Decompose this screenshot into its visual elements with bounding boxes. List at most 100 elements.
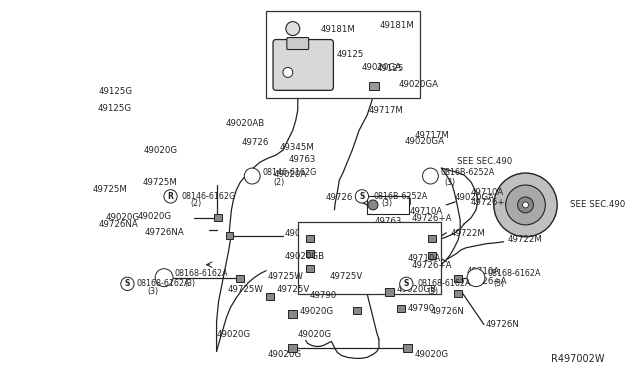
Text: 49726+A: 49726+A [412,214,452,223]
Text: 49726+A: 49726+A [412,261,452,270]
Text: (2): (2) [191,199,202,208]
Text: S: S [125,279,130,288]
Circle shape [283,67,293,77]
Text: 49710A: 49710A [466,267,499,276]
Text: 49125: 49125 [377,64,404,73]
Text: 49722M: 49722M [508,235,543,244]
Text: 08168-6162A: 08168-6162A [418,279,471,288]
Bar [428,252,436,259]
Bar [403,344,412,352]
Text: (3): (3) [148,287,159,296]
Circle shape [399,277,413,291]
Text: S: S [404,279,409,288]
Text: S: S [162,273,166,282]
Text: 49020A: 49020A [273,170,307,179]
Text: 49020GB: 49020GB [397,285,437,294]
Text: 49710A: 49710A [410,207,443,216]
Text: 49726+A: 49726+A [471,198,511,208]
Bar [288,344,297,352]
Text: (3): (3) [427,287,438,296]
Circle shape [121,277,134,291]
Text: 49125G: 49125G [99,87,133,96]
Bar [227,232,234,239]
Circle shape [422,168,438,184]
Text: 49725W: 49725W [228,285,264,294]
Text: 49726NA: 49726NA [99,221,139,230]
Circle shape [467,269,485,286]
Text: 49020G: 49020G [268,350,302,359]
Text: 08146-6162G: 08146-6162G [181,192,236,201]
Text: 49717M: 49717M [415,131,449,140]
Text: 08168-6162A: 08168-6162A [488,269,541,278]
Text: 49020GA: 49020GA [405,137,445,146]
Text: 49726: 49726 [326,193,353,202]
Bar [306,235,314,242]
Text: 49020GA: 49020GA [362,63,402,72]
Bar [367,196,409,214]
Bar [454,290,462,296]
Bar [306,250,314,257]
Text: SEE SEC.490: SEE SEC.490 [457,157,512,166]
Text: 49790: 49790 [408,304,435,313]
Circle shape [155,269,173,286]
Text: 49020AB: 49020AB [226,119,265,128]
Text: 49790: 49790 [310,291,337,300]
Text: 08146-6162G: 08146-6162G [262,167,316,177]
Bar [428,235,436,242]
Text: 0816B-6252A: 0816B-6252A [440,167,495,177]
Text: 08168-6162A: 08168-6162A [137,279,191,288]
Text: 49763: 49763 [289,155,316,164]
Bar [397,305,404,311]
Text: 49726N: 49726N [430,307,464,316]
Text: S: S [428,171,433,180]
Bar [266,293,274,299]
Text: 49020G: 49020G [144,146,178,155]
Text: 49020G: 49020G [216,330,250,340]
Text: 49020G: 49020G [300,307,334,316]
Text: 49725M: 49725M [93,185,127,194]
Bar [369,82,379,90]
FancyBboxPatch shape [287,38,308,49]
Circle shape [368,200,378,210]
Text: 49125G: 49125G [98,104,132,113]
Bar [266,11,420,98]
Bar [236,275,244,282]
Text: 0816B-6252A: 0816B-6252A [373,192,428,201]
Text: 49020GA: 49020GA [454,193,494,202]
Text: 49726N: 49726N [486,320,520,329]
Bar [353,307,361,314]
Text: (3): (3) [184,279,195,288]
Text: R497002W: R497002W [551,355,605,364]
Circle shape [244,168,260,184]
Text: 49020G: 49020G [415,350,449,359]
Bar [298,222,442,294]
Text: (3): (3) [444,177,456,186]
Text: 08168-6162A: 08168-6162A [175,269,228,278]
Text: 49722M: 49722M [451,229,486,238]
Circle shape [518,197,533,213]
Text: 49345M: 49345M [280,142,314,151]
Text: 49725V: 49725V [330,272,363,281]
Text: 49726: 49726 [241,138,269,147]
Text: 49020GB: 49020GB [285,252,324,261]
Circle shape [506,185,545,225]
Text: 49181M: 49181M [321,25,356,34]
Circle shape [355,190,369,203]
Text: 49717M: 49717M [368,106,403,115]
Circle shape [286,22,300,36]
Circle shape [164,190,177,203]
Text: 49125: 49125 [337,50,364,59]
Text: 49181M: 49181M [380,21,415,30]
Circle shape [494,173,557,237]
Text: 49725M: 49725M [142,177,177,186]
Text: 49020G: 49020G [138,212,172,221]
Text: (3): (3) [381,199,392,208]
Text: 49763: 49763 [375,217,403,227]
Text: 49020G: 49020G [298,330,332,340]
Text: 49020G: 49020G [105,214,140,222]
Text: 49020AB: 49020AB [285,229,324,238]
Text: 49725W: 49725W [268,272,304,281]
Text: R: R [168,192,173,201]
Bar [288,310,297,318]
Text: 49725V: 49725V [276,285,310,294]
